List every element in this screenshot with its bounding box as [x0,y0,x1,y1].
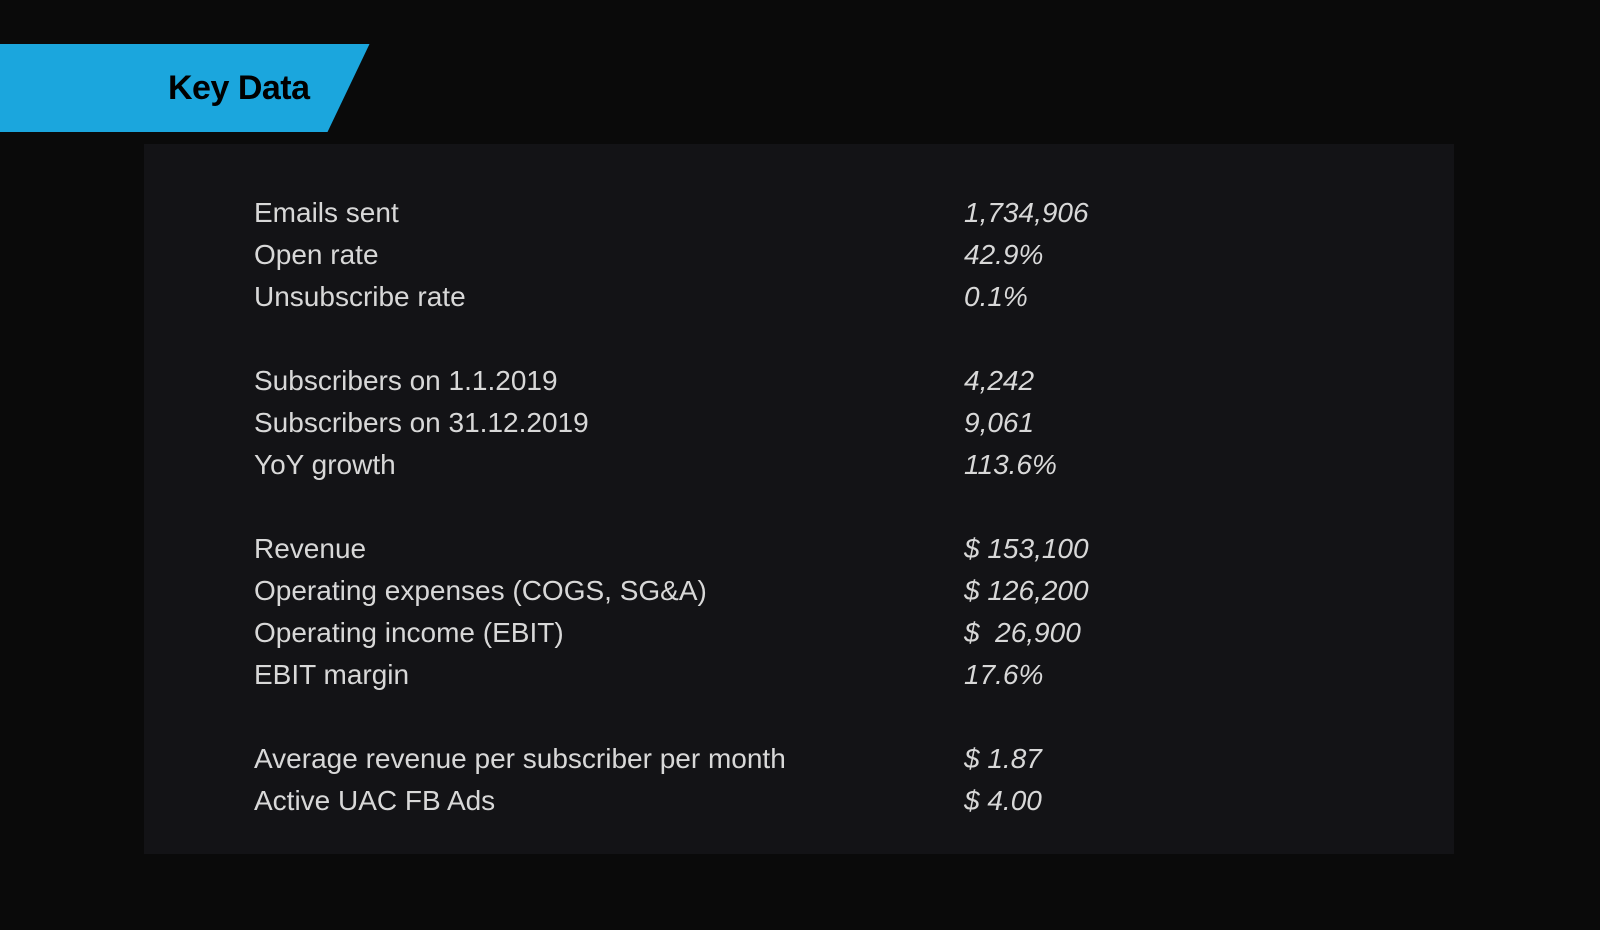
data-row: Average revenue per subscriber per month… [254,738,1344,780]
data-label: Subscribers on 31.12.2019 [254,402,964,444]
data-row: Operating expenses (COGS, SG&A) $ 126,20… [254,570,1344,612]
data-label: Average revenue per subscriber per month [254,738,964,780]
data-value: 4,242 [964,360,1034,402]
data-label: Operating expenses (COGS, SG&A) [254,570,964,612]
data-label: Emails sent [254,192,964,234]
data-row: Active UAC FB Ads $ 4.00 [254,780,1344,822]
data-row: Revenue $ 153,100 [254,528,1344,570]
data-label: Active UAC FB Ads [254,780,964,822]
data-value: 42.9% [964,234,1043,276]
data-row: Unsubscribe rate 0.1% [254,276,1344,318]
data-group: Emails sent 1,734,906 Open rate 42.9% Un… [254,192,1344,318]
data-value: $ 153,100 [964,528,1089,570]
data-label: YoY growth [254,444,964,486]
data-value: 113.6% [964,444,1057,486]
data-value: $ 1.87 [964,738,1042,780]
data-label: Subscribers on 1.1.2019 [254,360,964,402]
data-value: 17.6% [964,654,1043,696]
data-row: EBIT margin 17.6% [254,654,1344,696]
data-row: Open rate 42.9% [254,234,1344,276]
data-value: 1,734,906 [964,192,1089,234]
data-row: Emails sent 1,734,906 [254,192,1344,234]
data-label: EBIT margin [254,654,964,696]
data-value: $ 26,900 [964,612,1081,654]
header-tab: Key Data [0,44,370,132]
data-value: 9,061 [964,402,1034,444]
data-label: Revenue [254,528,964,570]
data-label: Unsubscribe rate [254,276,964,318]
page-title: Key Data [168,69,310,108]
data-row: Subscribers on 31.12.2019 9,061 [254,402,1344,444]
data-value: 0.1% [964,276,1028,318]
data-label: Open rate [254,234,964,276]
content-panel: Emails sent 1,734,906 Open rate 42.9% Un… [144,144,1454,854]
data-row: Operating income (EBIT) $ 26,900 [254,612,1344,654]
data-row: Subscribers on 1.1.2019 4,242 [254,360,1344,402]
data-label: Operating income (EBIT) [254,612,964,654]
data-value: $ 4.00 [964,780,1042,822]
data-value: $ 126,200 [964,570,1089,612]
data-row: YoY growth 113.6% [254,444,1344,486]
data-group: Subscribers on 1.1.2019 4,242 Subscriber… [254,360,1344,486]
data-group: Average revenue per subscriber per month… [254,738,1344,822]
data-group: Revenue $ 153,100 Operating expenses (CO… [254,528,1344,696]
